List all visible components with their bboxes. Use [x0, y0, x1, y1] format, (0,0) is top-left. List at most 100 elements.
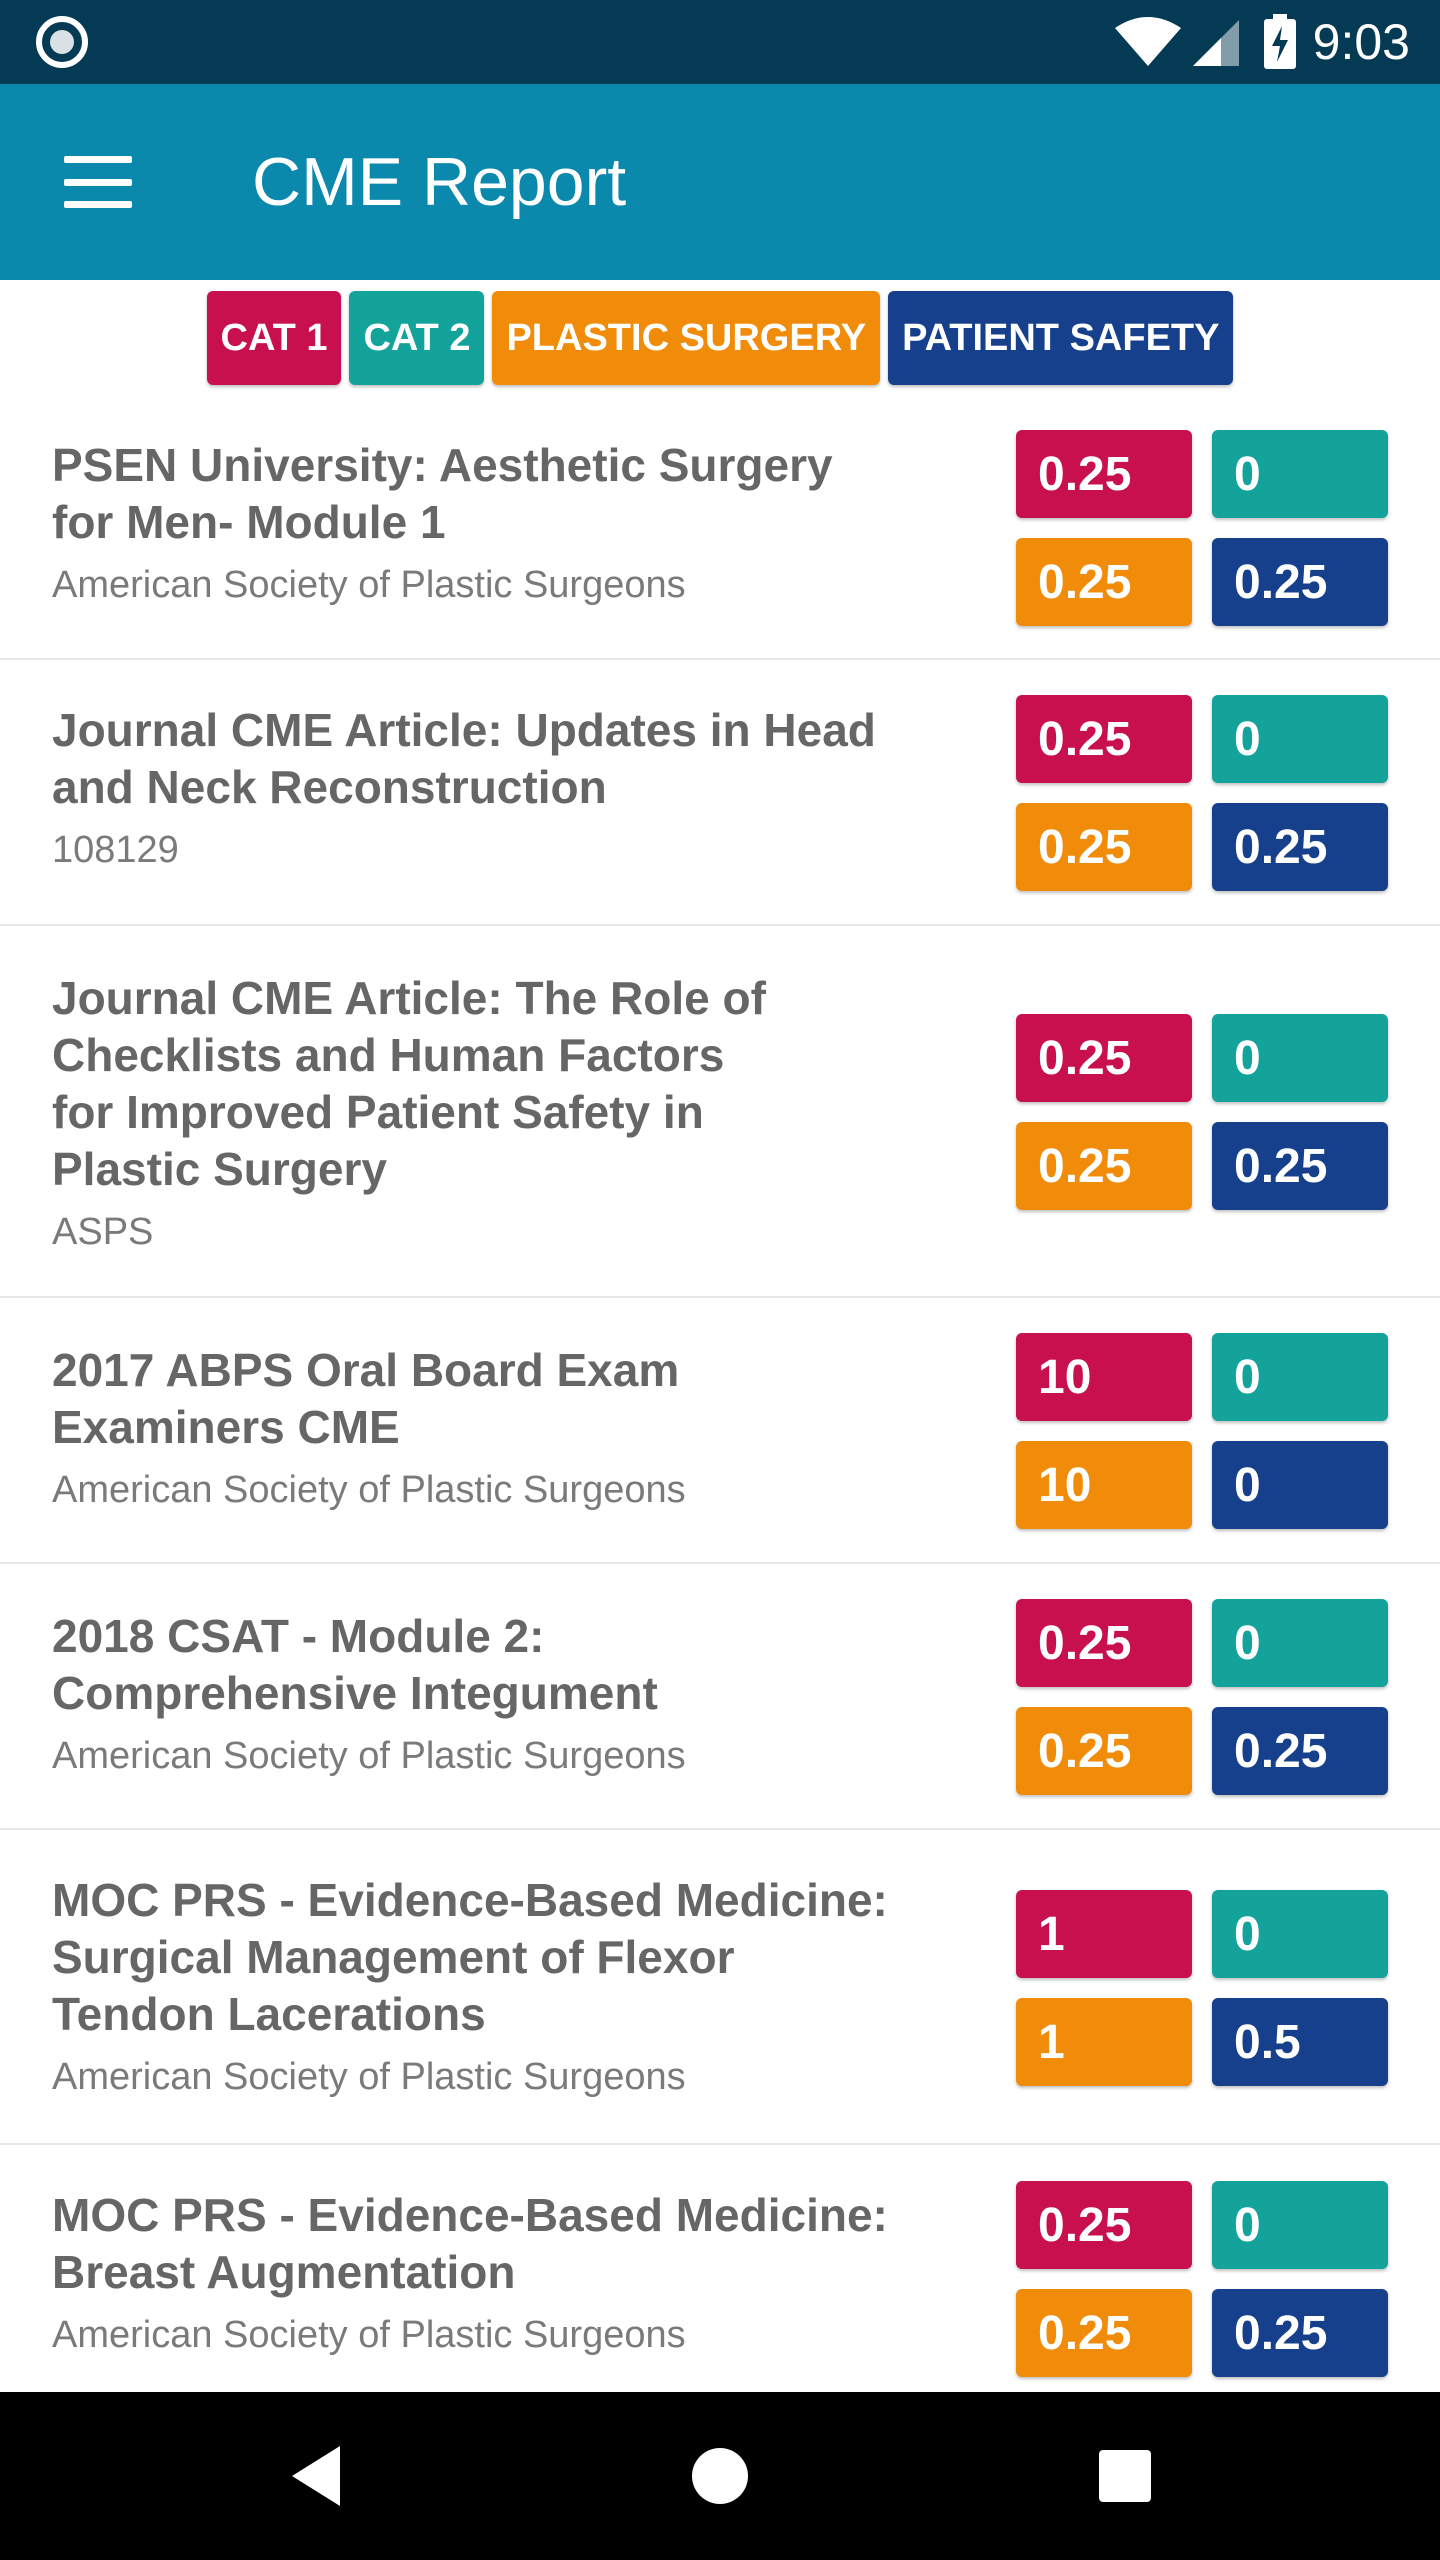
record-text: Journal CME Article: Updates in Head and…: [52, 702, 912, 872]
record-title: 2018 CSAT - Module 2: Comprehensive Inte…: [52, 1608, 912, 1722]
hamburger-menu-icon[interactable]: [64, 156, 132, 208]
patient-safety-credit-badge: 0.25: [1212, 1707, 1388, 1795]
record-title-line: PSEN University: Aesthetic Surgery: [52, 439, 833, 491]
cat1-credit-badge: 0.25: [1016, 695, 1192, 783]
list-item[interactable]: Journal CME Article: Updates in Head and…: [0, 660, 1440, 926]
status-left: [36, 16, 88, 68]
credit-badges: 10 0 10 0: [1016, 1333, 1388, 1529]
record-provider: ASPS: [52, 1211, 154, 1253]
record-title-line: Examiners CME: [52, 1401, 400, 1453]
record-text: 2017 ABPS Oral Board Exam Examiners CME …: [52, 1342, 912, 1512]
record-provider: American Society of Plastic Surgeons: [52, 1735, 686, 1777]
record-title: PSEN University: Aesthetic Surgery for M…: [52, 437, 912, 551]
record-title: Journal CME Article: Updates in Head and…: [52, 702, 912, 816]
record-title-line: Checklists and Human Factors: [52, 1029, 725, 1081]
cat2-credit-badge: 0: [1212, 430, 1388, 518]
cat2-credit-badge: 0: [1212, 1599, 1388, 1687]
cat1-credit-badge: 0.25: [1016, 1014, 1192, 1102]
record-title-line: Breast Augmentation: [52, 2246, 516, 2298]
record-provider: American Society of Plastic Surgeons: [52, 2056, 686, 2098]
record-title-line: Journal CME Article: Updates in Head: [52, 704, 876, 756]
recents-icon[interactable]: [1098, 2449, 1152, 2503]
record-title-line: and Neck Reconstruction: [52, 761, 607, 813]
cat1-credit-badge: 10: [1016, 1333, 1192, 1421]
list-item[interactable]: 2017 ABPS Oral Board Exam Examiners CME …: [0, 1298, 1440, 1564]
record-title-line: MOC PRS - Evidence-Based Medicine:: [52, 2189, 888, 2241]
credit-badges: 1 0 1 0.5: [1016, 1890, 1388, 2086]
record-title: MOC PRS - Evidence-Based Medicine: Surgi…: [52, 1872, 912, 2043]
cat2-credit-badge: 0: [1212, 1014, 1388, 1102]
legend-cat2[interactable]: CAT 2: [349, 291, 485, 385]
record-text: Journal CME Article: The Role of Checkli…: [52, 970, 912, 1254]
record-title-line: Surgical Management of Flexor: [52, 1931, 735, 1983]
list-item[interactable]: PSEN University: Aesthetic Surgery for M…: [0, 395, 1440, 660]
plastic-surgery-credit-badge: 1: [1016, 1998, 1192, 2086]
patient-safety-credit-badge: 0.25: [1212, 1122, 1388, 1210]
record-text: MOC PRS - Evidence-Based Medicine: Surgi…: [52, 1872, 912, 2099]
cat1-credit-badge: 1: [1016, 1890, 1192, 1978]
signal-icon: [1192, 20, 1239, 66]
record-title: Journal CME Article: The Role of Checkli…: [52, 970, 912, 1198]
category-legend: CAT 1 CAT 2 PLASTIC SURGERY PATIENT SAFE…: [0, 290, 1440, 386]
credit-badges: 0.25 0 0.25 0.25: [1016, 430, 1388, 626]
cat1-credit-badge: 0.25: [1016, 1599, 1192, 1687]
wifi-icon: [1114, 17, 1181, 66]
record-title-line: for Men- Module 1: [52, 496, 446, 548]
cat2-credit-badge: 0: [1212, 2181, 1388, 2269]
credit-badges: 0.25 0 0.25 0.25: [1016, 1599, 1388, 1795]
record-title-line: 2017 ABPS Oral Board Exam: [52, 1344, 680, 1396]
record-provider: American Society of Plastic Surgeons: [52, 1469, 686, 1511]
record-title-line: MOC PRS - Evidence-Based Medicine:: [52, 1874, 888, 1926]
status-bar: 9:03: [0, 0, 1440, 84]
record-text: PSEN University: Aesthetic Surgery for M…: [52, 437, 912, 607]
cat1-credit-badge: 0.25: [1016, 430, 1192, 518]
record-text: 2018 CSAT - Module 2: Comprehensive Inte…: [52, 1608, 912, 1778]
patient-safety-credit-badge: 0: [1212, 1441, 1388, 1529]
home-icon[interactable]: [691, 2447, 749, 2505]
list-item[interactable]: Journal CME Article: The Role of Checkli…: [0, 926, 1440, 1298]
plastic-surgery-credit-badge: 10: [1016, 1441, 1192, 1529]
plastic-surgery-credit-badge: 0.25: [1016, 2289, 1192, 2377]
record-title-line: 2018 CSAT - Module 2:: [52, 1610, 545, 1662]
record-provider: 108129: [52, 829, 179, 871]
back-icon[interactable]: [288, 2444, 344, 2508]
plastic-surgery-credit-badge: 0.25: [1016, 1707, 1192, 1795]
record-title-line: Plastic Surgery: [52, 1143, 387, 1195]
record-icon: [36, 16, 88, 68]
list-item[interactable]: MOC PRS - Evidence-Based Medicine: Breas…: [0, 2145, 1440, 2407]
legend-plastic-surgery[interactable]: PLASTIC SURGERY: [492, 291, 881, 385]
patient-safety-credit-badge: 0.25: [1212, 2289, 1388, 2377]
plastic-surgery-credit-badge: 0.25: [1016, 538, 1192, 626]
patient-safety-credit-badge: 0.25: [1212, 803, 1388, 891]
record-title-line: Journal CME Article: The Role of: [52, 972, 766, 1024]
cat2-credit-badge: 0: [1212, 695, 1388, 783]
record-text: MOC PRS - Evidence-Based Medicine: Breas…: [52, 2187, 912, 2357]
cme-record-list: PSEN University: Aesthetic Surgery for M…: [0, 395, 1440, 2407]
credit-badges: 0.25 0 0.25 0.25: [1016, 1014, 1388, 1210]
cat1-credit-badge: 0.25: [1016, 2181, 1192, 2269]
battery-charging-icon: [1263, 14, 1296, 69]
patient-safety-credit-badge: 0.5: [1212, 1998, 1388, 2086]
credit-badges: 0.25 0 0.25 0.25: [1016, 2181, 1388, 2377]
clock: 9:03: [1312, 14, 1410, 70]
record-provider: American Society of Plastic Surgeons: [52, 564, 686, 606]
legend-patient-safety[interactable]: PATIENT SAFETY: [888, 291, 1234, 385]
plastic-surgery-credit-badge: 0.25: [1016, 803, 1192, 891]
status-right: 9:03: [1113, 14, 1410, 70]
list-item[interactable]: MOC PRS - Evidence-Based Medicine: Surgi…: [0, 1830, 1440, 2145]
navigation-bar: [0, 2392, 1440, 2560]
list-item[interactable]: 2018 CSAT - Module 2: Comprehensive Inte…: [0, 1564, 1440, 1830]
record-title-line: for Improved Patient Safety in: [52, 1086, 704, 1138]
app-bar: CME Report: [0, 84, 1440, 280]
credit-badges: 0.25 0 0.25 0.25: [1016, 695, 1388, 891]
legend-cat1[interactable]: CAT 1: [206, 291, 342, 385]
cat2-credit-badge: 0: [1212, 1890, 1388, 1978]
record-title: 2017 ABPS Oral Board Exam Examiners CME: [52, 1342, 912, 1456]
record-title: MOC PRS - Evidence-Based Medicine: Breas…: [52, 2187, 912, 2301]
patient-safety-credit-badge: 0.25: [1212, 538, 1388, 626]
cat2-credit-badge: 0: [1212, 1333, 1388, 1421]
record-title-line: Tendon Lacerations: [52, 1988, 486, 2040]
plastic-surgery-credit-badge: 0.25: [1016, 1122, 1192, 1210]
page-title: CME Report: [252, 144, 627, 220]
record-title-line: Comprehensive Integument: [52, 1667, 658, 1719]
